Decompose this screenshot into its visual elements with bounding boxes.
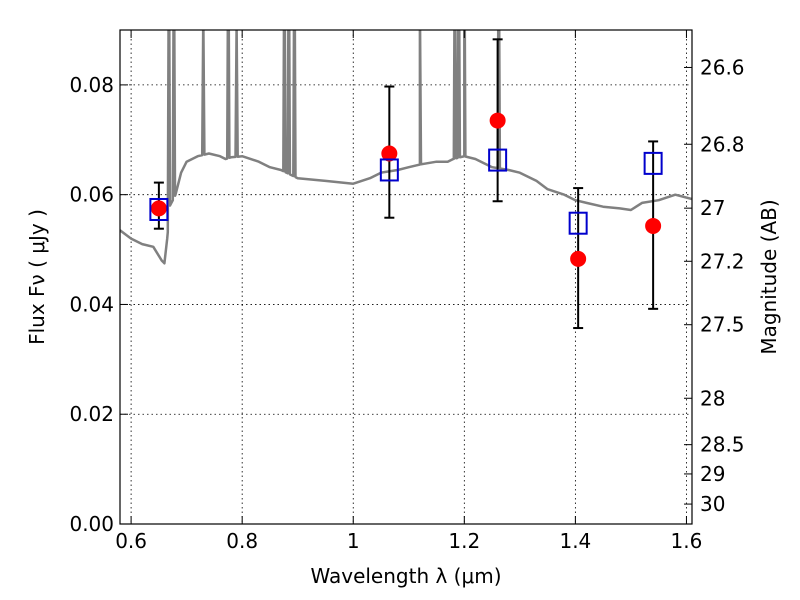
plot-frame bbox=[119, 29, 693, 525]
y-tick-label: 0.08 bbox=[69, 73, 114, 97]
model-photometry-point bbox=[379, 158, 399, 182]
y-axis-label-left: Flux Fν ( μJy ) bbox=[25, 209, 49, 345]
y-tick-label: 0.04 bbox=[69, 292, 114, 316]
x-tick-label: 0.6 bbox=[115, 529, 147, 553]
mag-tick-label: 28 bbox=[700, 386, 725, 410]
mag-tick-label: 27.2 bbox=[700, 249, 745, 273]
sed-model-line bbox=[120, 30, 692, 265]
x-tick-label: 1.4 bbox=[559, 529, 591, 553]
mag-tick-label: 26.8 bbox=[700, 132, 745, 156]
model-photometry-point bbox=[149, 197, 169, 221]
observed-point bbox=[381, 145, 398, 162]
y-tick-label: 0.02 bbox=[69, 402, 114, 426]
mag-tick-label: 27.5 bbox=[700, 313, 745, 337]
x-tick-label: 1 bbox=[347, 529, 360, 553]
mag-tick-label: 29 bbox=[700, 462, 725, 486]
observed-point bbox=[645, 217, 662, 234]
sed-model-layer bbox=[120, 30, 692, 265]
x-tick-label: 0.8 bbox=[226, 529, 258, 553]
y-axis-label-right: Magnitude (AB) bbox=[757, 199, 781, 354]
y-tick-label: 0.00 bbox=[69, 512, 114, 536]
y-tick-label: 0.06 bbox=[69, 183, 114, 207]
x-tick-label: 1.2 bbox=[448, 529, 480, 553]
observed-point bbox=[570, 250, 587, 267]
mag-tick-label: 30 bbox=[700, 492, 725, 516]
mag-tick-label: 27 bbox=[700, 196, 725, 220]
model-photometry-point bbox=[643, 151, 663, 175]
observed-point bbox=[489, 112, 506, 129]
mag-tick-label: 28.5 bbox=[700, 433, 745, 457]
model-photometry-point bbox=[488, 148, 508, 172]
plot-background bbox=[120, 30, 692, 524]
observed-point bbox=[150, 200, 167, 217]
points-layer bbox=[149, 112, 663, 267]
ticks-layer: 0.6 0.8 1 1.2 1.4 1.6 0.00 0.02 0.04 0.06 0.08 26.6… bbox=[69, 30, 745, 553]
mag-tick-label: 26.6 bbox=[700, 55, 745, 79]
x-tick-label: 1.6 bbox=[671, 529, 703, 553]
model-photometry-point bbox=[568, 211, 588, 235]
x-axis-label: Wavelength λ (μm) bbox=[310, 564, 501, 588]
